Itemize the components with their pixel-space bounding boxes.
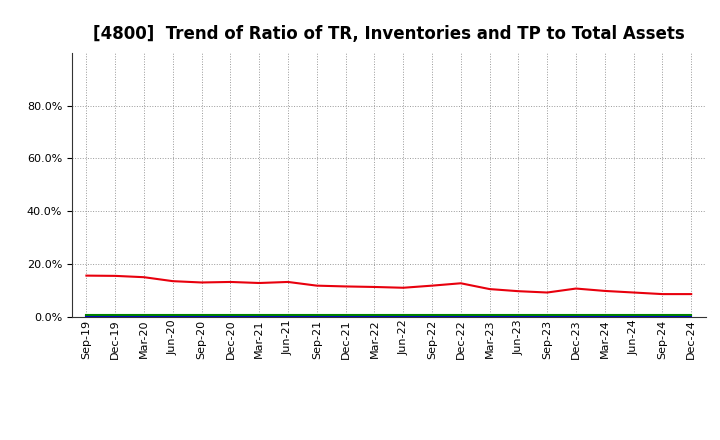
Trade Receivables	[543, 290, 552, 295]
Trade Payables	[341, 312, 350, 318]
Trade Receivables	[140, 275, 148, 280]
Trade Payables	[370, 312, 379, 318]
Trade Receivables	[428, 283, 436, 288]
Trade Receivables	[629, 290, 638, 295]
Inventories	[629, 313, 638, 319]
Trade Receivables	[370, 284, 379, 290]
Trade Receivables	[687, 291, 696, 297]
Trade Payables	[197, 312, 206, 318]
Inventories	[226, 313, 235, 319]
Inventories	[370, 313, 379, 319]
Trade Payables	[255, 312, 264, 318]
Trade Receivables	[82, 273, 91, 278]
Inventories	[312, 313, 321, 319]
Inventories	[428, 313, 436, 319]
Trade Payables	[543, 312, 552, 318]
Trade Receivables	[284, 279, 292, 285]
Inventories	[572, 313, 580, 319]
Trade Payables	[226, 312, 235, 318]
Trade Payables	[658, 312, 667, 318]
Trade Payables	[629, 312, 638, 318]
Trade Receivables	[600, 288, 609, 293]
Inventories	[687, 313, 696, 319]
Trade Payables	[312, 312, 321, 318]
Inventories	[456, 313, 465, 319]
Trade Payables	[399, 312, 408, 318]
Trade Receivables	[197, 280, 206, 285]
Trade Receivables	[312, 283, 321, 288]
Inventories	[197, 313, 206, 319]
Trade Receivables	[399, 285, 408, 290]
Trade Payables	[82, 312, 91, 318]
Trade Payables	[600, 312, 609, 318]
Inventories	[399, 313, 408, 319]
Inventories	[140, 313, 148, 319]
Inventories	[600, 313, 609, 319]
Trade Receivables	[514, 289, 523, 294]
Trade Payables	[168, 312, 177, 318]
Trade Payables	[284, 312, 292, 318]
Trade Payables	[687, 312, 696, 318]
Inventories	[111, 313, 120, 319]
Title: [4800]  Trend of Ratio of TR, Inventories and TP to Total Assets: [4800] Trend of Ratio of TR, Inventories…	[93, 25, 685, 43]
Trade Receivables	[658, 291, 667, 297]
Inventories	[543, 313, 552, 319]
Trade Receivables	[485, 286, 494, 292]
Trade Receivables	[341, 284, 350, 289]
Trade Receivables	[168, 279, 177, 284]
Trade Receivables	[226, 279, 235, 285]
Trade Payables	[572, 312, 580, 318]
Line: Trade Receivables: Trade Receivables	[86, 275, 691, 294]
Trade Payables	[428, 312, 436, 318]
Trade Payables	[111, 312, 120, 318]
Trade Receivables	[456, 281, 465, 286]
Trade Receivables	[572, 286, 580, 291]
Trade Receivables	[111, 273, 120, 279]
Trade Payables	[514, 312, 523, 318]
Inventories	[255, 313, 264, 319]
Trade Receivables	[255, 280, 264, 286]
Inventories	[168, 313, 177, 319]
Trade Payables	[140, 312, 148, 318]
Trade Payables	[485, 312, 494, 318]
Inventories	[82, 313, 91, 319]
Inventories	[514, 313, 523, 319]
Inventories	[485, 313, 494, 319]
Trade Payables	[456, 312, 465, 318]
Inventories	[284, 313, 292, 319]
Inventories	[341, 313, 350, 319]
Inventories	[658, 313, 667, 319]
